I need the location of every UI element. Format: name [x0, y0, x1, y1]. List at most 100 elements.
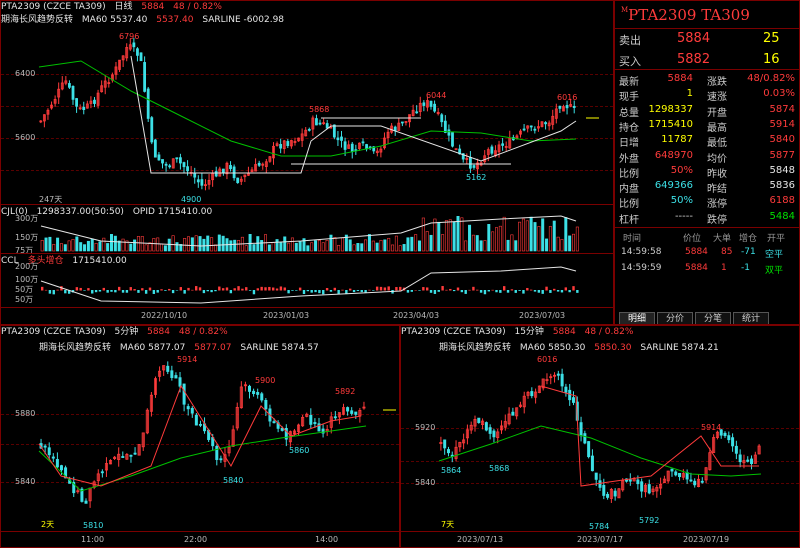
oi-bar [472, 286, 475, 291]
main-x-tick: 2023/07/03 [519, 311, 566, 320]
oi-bar [514, 290, 517, 293]
oi-bar [264, 287, 267, 291]
oi-bar [175, 290, 179, 291]
oi-bar [576, 290, 579, 293]
candle [342, 407, 346, 415]
bl-bar-count: 2天 [41, 520, 55, 529]
candle [175, 157, 179, 160]
volume-bar [417, 240, 421, 252]
chart-5min-pane[interactable]: PTA2309 (CZCE TA309) 5分钟 5884 48 / 0.82%… [0, 325, 400, 548]
candle [50, 104, 53, 109]
volume-bar [267, 244, 271, 252]
candle [458, 441, 462, 448]
trade-row[interactable]: 14:59:58 5884 85 -71 空平 [615, 247, 799, 262]
volume-bar [471, 234, 475, 252]
candle [753, 454, 757, 464]
candle [569, 104, 573, 107]
oi-bar [476, 289, 479, 291]
candle [681, 473, 685, 478]
br-period[interactable]: 15分钟 [514, 327, 544, 337]
bl-indicator-name[interactable]: 期海长风趋势反转 [39, 343, 112, 353]
sell-price: 5884 [677, 31, 711, 46]
candle [337, 412, 341, 418]
main-period[interactable]: 日线 [114, 2, 133, 12]
candle [93, 99, 96, 104]
candle [103, 80, 107, 88]
volume-bar [306, 245, 310, 252]
stat-label: 持仓 [619, 122, 639, 134]
oi-bar [125, 290, 129, 293]
candle [511, 411, 515, 416]
volume-bar [421, 217, 425, 252]
sell-label: 卖出 [619, 34, 641, 47]
candle [139, 52, 143, 62]
trade-row[interactable]: 14:59:59 5884 1 -1 双平 [615, 263, 799, 278]
stat-value: 5484 [769, 210, 795, 222]
volume-bar [206, 235, 210, 252]
candle [358, 142, 361, 149]
candle [204, 184, 207, 187]
candle [379, 148, 383, 153]
main-indicator-name[interactable]: 期海长风趋势反转 [1, 15, 74, 25]
volume-bar [110, 234, 114, 252]
cjl-title[interactable]: CJL(0) [1, 207, 28, 217]
volume-bar [248, 234, 252, 252]
oi-bar [148, 287, 152, 291]
volume-bar [106, 243, 110, 252]
candle [461, 153, 465, 160]
quote-stat-row: 比例 50% 昨收 5848 [619, 165, 797, 180]
main-sarline: SARLINE -6002.98 [202, 15, 285, 25]
candle [647, 484, 651, 494]
volume-bar [179, 244, 183, 252]
cjl-header: CJL(0) 1298337.00(50:50) OPID 1715410.00 [1, 206, 613, 218]
candle [651, 488, 655, 492]
chart-15min-pane[interactable]: PTA2309 (CZCE TA309) 15分钟 5884 48 / 0.82… [400, 325, 800, 548]
volume-bar [479, 240, 483, 252]
main-ma60-value: 5537.40 [156, 15, 194, 25]
cjl-tick: 75万 [15, 246, 34, 255]
stat-label: 跌停 [707, 214, 727, 226]
oi-bar [287, 290, 290, 294]
candle [556, 373, 560, 376]
bl-price: 5884 [147, 327, 170, 337]
main-chart-pane[interactable]: PTA2309 (CZCE TA309) 日线 5884 48 / 0.82% … [0, 0, 614, 325]
candle [757, 445, 761, 455]
candle [579, 422, 583, 437]
oi-bar [522, 290, 525, 294]
candle [117, 453, 121, 460]
volume-bar [90, 238, 94, 252]
oi-bar [568, 290, 571, 293]
candle [289, 140, 293, 147]
candle [231, 429, 235, 447]
oi-bar [452, 290, 456, 292]
candle [696, 478, 700, 487]
candle [75, 98, 78, 107]
bl-annotation: 5810 [83, 521, 104, 530]
bl-period[interactable]: 5分钟 [114, 327, 139, 337]
stat-value: 1 [686, 88, 693, 100]
br-indicator-name[interactable]: 期海长风趋势反转 [439, 343, 512, 353]
volume-bar [40, 240, 44, 252]
candle [143, 62, 147, 92]
volume-bar [510, 234, 514, 252]
candle [504, 146, 508, 148]
oi-bar [445, 289, 448, 291]
candle [121, 456, 125, 458]
tab-price-distribution[interactable]: 分价 [657, 312, 693, 324]
candle [100, 85, 104, 93]
candle [469, 424, 473, 431]
ccl-title[interactable]: CCL [1, 256, 19, 266]
tab-detail[interactable]: 明细 [619, 312, 655, 324]
candle [325, 123, 329, 129]
tab-tick[interactable]: 分笔 [695, 312, 731, 324]
candle [59, 465, 63, 471]
candle [439, 441, 443, 445]
candle [84, 500, 88, 504]
tab-statistics[interactable]: 统计 [733, 312, 769, 324]
candle [723, 432, 727, 437]
volume-bar [575, 226, 579, 252]
volume-bar [448, 219, 452, 252]
candle [361, 141, 365, 144]
candle [503, 421, 507, 428]
candle [472, 165, 476, 168]
